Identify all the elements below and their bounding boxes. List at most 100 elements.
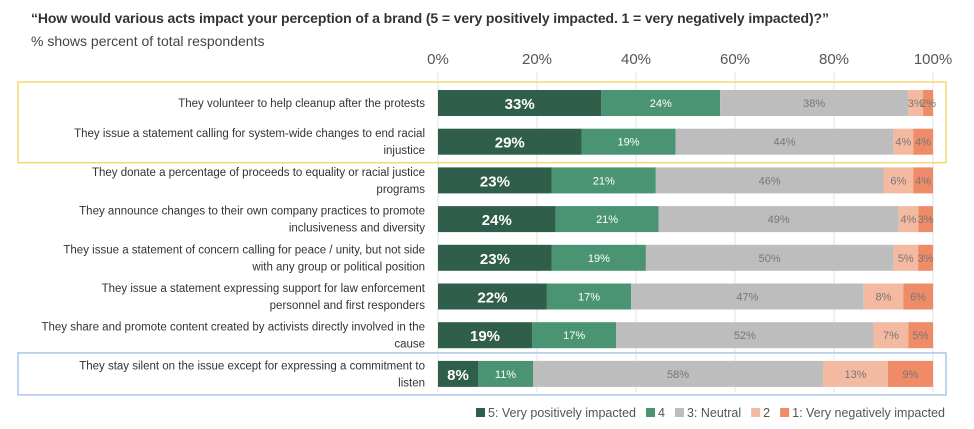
category-label: listen [398,377,425,389]
bar-segment [863,283,904,310]
legend-label: 5: Very positively impacted [488,406,636,420]
data-label: 17% [563,330,585,342]
category-label: They issue a statement of concern callin… [63,244,425,256]
bar-segment [601,90,721,116]
data-label: 9% [903,369,919,381]
category-label: They volunteer to help cleanup after the… [178,98,425,110]
category-label: They issue a statement expressing suppor… [102,283,426,295]
bar-segment [532,322,617,349]
category-label: They share and promote content created b… [41,322,425,334]
bar-segment [873,322,909,349]
data-label: 24% [650,98,672,110]
data-label: 44% [773,137,795,149]
data-label: 17% [578,292,600,304]
legend-label: 4 [658,406,665,420]
data-label: 33% [505,96,535,113]
data-label: 24% [482,212,512,229]
bar-segment [546,283,632,310]
legend-label: 2 [763,406,770,420]
data-label: 4% [915,175,931,187]
legend-swatch [646,408,656,417]
data-label: 8% [876,292,892,304]
data-label: 58% [667,369,689,381]
bar-segment [551,244,646,271]
highlight-box [17,81,947,164]
data-label: 47% [736,292,758,304]
data-label: 29% [495,135,525,152]
data-label: 21% [593,175,615,187]
bar-segment [438,244,552,271]
category-label: personnel and first responders [270,300,426,312]
x-tick-label: 60% [720,51,750,68]
bar-segment [720,90,909,116]
data-label: 49% [768,214,790,226]
bar-segment [533,360,823,387]
data-label: 46% [759,175,781,187]
data-label: 5% [898,253,914,265]
bar-segment [438,128,582,155]
bar-segment [438,90,602,116]
bar-segment [888,360,933,387]
bar-segment [555,206,659,233]
bar-segment [438,322,533,349]
data-label: 52% [734,330,756,342]
bar-segment [438,360,478,387]
data-label: 19% [618,137,640,149]
bar-segment [908,90,924,116]
data-label: 6% [890,175,906,187]
bar-segment [658,206,899,233]
x-tick-label: 100% [914,51,952,68]
bar-segment [655,167,884,194]
bar-segment [918,206,933,233]
data-label: 50% [759,253,781,265]
bar-segment [581,128,676,155]
bar-segment [551,167,656,194]
category-label: They stay silent on the issue except for… [79,360,425,372]
data-label: 4% [901,214,917,226]
data-label: 19% [588,253,610,265]
category-label: cause [394,339,425,351]
data-label: 23% [480,173,510,190]
data-label: 21% [596,214,618,226]
legend-label: 1: Very negatively impacted [792,406,945,420]
chart-subtitle: % shows percent of total respondents [31,33,265,49]
data-label: 11% [495,369,516,381]
bar-segment [898,206,919,233]
bar-segment [645,244,894,271]
data-label: 2% [920,98,936,110]
data-label: 3% [918,253,934,265]
legend-swatch [751,408,761,417]
bar-segment [631,283,864,310]
bar-segment [438,206,556,233]
data-label: 13% [844,369,866,381]
bar-segment [893,128,914,155]
bar-segment [616,322,874,349]
bar-segment [883,167,914,194]
data-label: 3% [908,98,924,110]
category-label: They announce changes to their own compa… [79,206,425,218]
legend-swatch [780,408,790,417]
bar-segment [908,322,933,349]
category-label: inclusiveness and diversity [289,223,425,235]
data-label: 23% [480,251,510,268]
data-label: 38% [803,98,825,110]
x-tick-label: 80% [819,51,849,68]
chart-title: “How would various acts impact your perc… [31,10,829,26]
data-label: 4% [915,137,931,149]
data-label: 4% [895,137,911,149]
bar-segment [923,90,933,116]
bar-segment [438,167,552,194]
x-tick-label: 0% [427,51,449,68]
category-label: programs [376,184,425,196]
legend-swatch [674,408,684,417]
bar-segment [913,128,933,155]
data-label: 6% [910,292,926,304]
category-label: injustice [383,145,425,157]
data-label: 3% [918,214,934,226]
highlight-box [17,352,947,396]
data-label: 19% [470,328,500,345]
bar-segment [675,128,894,155]
category-label: with any group or political position [251,261,425,273]
data-label: 22% [477,290,507,307]
